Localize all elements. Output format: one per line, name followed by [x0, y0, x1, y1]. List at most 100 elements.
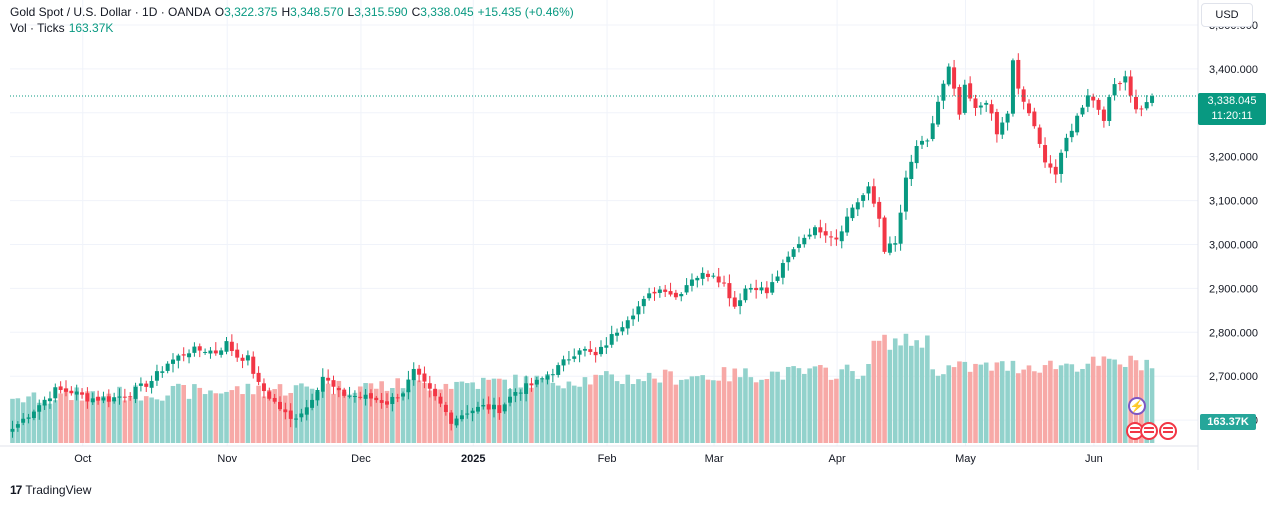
volume-bar — [143, 396, 149, 443]
volume-label[interactable]: Vol · Ticks — [10, 21, 65, 35]
volume-bar — [973, 363, 978, 443]
candle-body — [326, 377, 331, 381]
volume-bar — [930, 369, 935, 443]
volume-bar — [978, 364, 984, 443]
price-tick-label: 3,200.000 — [1209, 152, 1258, 164]
candle-body — [802, 237, 807, 245]
volume-bar — [411, 379, 417, 443]
candle-body — [219, 350, 224, 355]
volume-bar — [925, 335, 930, 443]
lightning-icon[interactable]: ⚡ — [1128, 397, 1146, 415]
candle-body — [208, 350, 213, 354]
tradingview-logo-icon: 17 — [10, 483, 22, 497]
time-tick-label: Feb — [598, 453, 617, 465]
open-label: O — [214, 5, 225, 19]
candle-body — [53, 387, 58, 399]
candle-body — [363, 394, 368, 399]
volume-bar — [871, 340, 877, 443]
volume-bar — [74, 387, 79, 443]
candle-body — [786, 256, 791, 263]
candle-body — [1027, 103, 1031, 114]
tradingview-brand[interactable]: 17 TradingView — [10, 481, 91, 499]
candle-body — [946, 66, 951, 85]
time-tick-label: 2025 — [461, 453, 485, 465]
volume-bar — [545, 374, 550, 443]
candle-body — [657, 289, 662, 293]
us-flag-icon[interactable] — [1159, 422, 1177, 440]
volume-bar — [240, 394, 245, 443]
currency-button[interactable]: USD — [1201, 3, 1253, 27]
candle-body — [663, 289, 668, 292]
candle-body — [775, 276, 780, 281]
volume-bar — [989, 370, 994, 443]
candle-body — [47, 398, 52, 402]
volume-bar — [1117, 364, 1123, 443]
volume-bar — [844, 364, 850, 443]
volume-bar — [1010, 360, 1016, 443]
volume-bar — [454, 381, 459, 443]
candle-body — [1107, 97, 1112, 121]
candle-body — [898, 212, 903, 244]
candle-body — [352, 395, 357, 397]
candle-body — [1128, 76, 1133, 96]
candle-body — [486, 404, 491, 410]
volume-bar — [336, 380, 342, 443]
grid-lines — [10, 0, 1198, 446]
candle-body — [764, 287, 769, 294]
time-tick-label: Apr — [829, 453, 846, 465]
volume-bar — [630, 384, 636, 443]
candle-body — [882, 217, 887, 252]
volume-bar — [604, 371, 609, 443]
price-tick-label: 2,800.000 — [1209, 327, 1258, 339]
candle-body — [96, 396, 101, 401]
volume-bar — [860, 375, 866, 443]
volume-bar — [582, 377, 588, 443]
candle-body — [813, 227, 817, 236]
volume-bars — [10, 333, 1155, 443]
candle-body — [192, 346, 197, 353]
volume-bar — [202, 394, 208, 443]
volume-bar — [101, 396, 106, 443]
candle-body — [422, 373, 427, 382]
candle-body — [871, 186, 876, 204]
volume-bar — [1042, 365, 1048, 443]
candle-body — [390, 396, 395, 405]
volume-bar — [208, 390, 213, 443]
candle-body — [962, 84, 967, 113]
candle-body — [1075, 115, 1080, 133]
candle-body — [401, 393, 406, 397]
candle-body — [615, 332, 620, 336]
candle-body — [288, 410, 293, 419]
candle-body — [914, 146, 919, 164]
volume-bar — [1096, 365, 1101, 443]
volume-bar — [36, 402, 42, 443]
candle-body — [748, 287, 753, 290]
candle-body — [342, 389, 347, 396]
volume-bar — [111, 399, 117, 443]
volume-bar — [127, 397, 133, 443]
volume-bar — [192, 384, 197, 443]
volume-bar — [625, 374, 631, 443]
price-tick-label: 2,900.000 — [1209, 283, 1258, 295]
candle-body — [37, 405, 42, 412]
us-flag-icon[interactable] — [1140, 422, 1158, 440]
volume-bar — [47, 403, 53, 443]
candle-body — [994, 111, 999, 135]
low-label: L — [347, 5, 355, 19]
candle-body — [235, 349, 240, 358]
candle-body — [1134, 96, 1138, 110]
volume-bar — [1074, 371, 1080, 443]
volume-bar — [106, 393, 112, 443]
candle-body — [1123, 76, 1128, 83]
candle-body — [449, 412, 454, 424]
candle-body — [122, 396, 127, 398]
candle-body — [973, 98, 978, 108]
candle-body — [550, 374, 555, 376]
symbol-title[interactable]: Gold Spot / U.S. Dollar · 1D · OANDA — [10, 5, 211, 19]
volume-bar — [700, 375, 705, 443]
volume-bar — [775, 371, 780, 443]
candle-body — [845, 216, 850, 233]
volume-bar — [711, 380, 716, 443]
